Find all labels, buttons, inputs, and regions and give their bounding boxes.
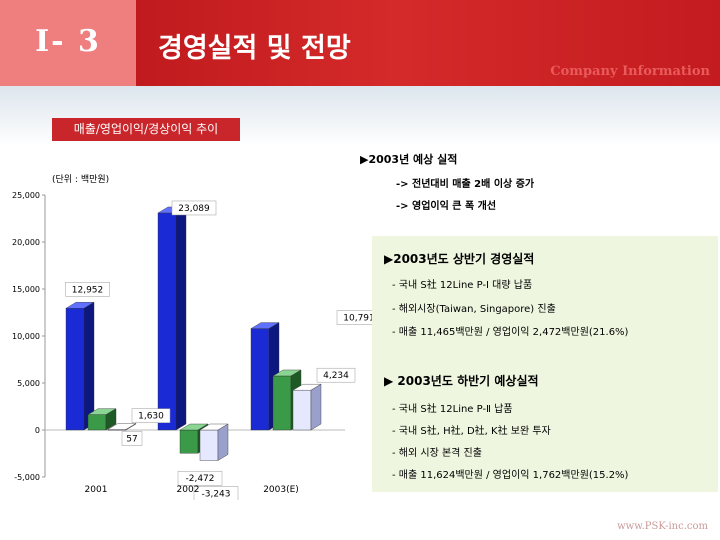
y-tick-label: 25,000 [12,191,40,200]
bar [199,429,219,461]
bar-series [65,206,322,461]
bar-side [217,423,229,461]
data-label: -2,472 [185,474,214,484]
first-half-item: - 매출 11,465백만원 / 영업이익 2,472백만원(21.6%) [392,327,629,338]
bar-side [105,408,117,431]
data-label-box [193,486,239,500]
annual-summary: ▶2003년 예상 실적 -> 전년대비 매출 2배 이상 증가 -> 영업이익… [360,151,700,227]
second-half-item: - 매출 11,624백만원 / 영업이익 1,762백만원(15.2%) [392,470,629,481]
section-number-box: Ⅰ- 3 [0,0,136,86]
bar-side [83,301,95,431]
page-title: 경영실적 및 전망 [158,33,351,64]
data-label-box [131,408,171,423]
y-tick-label: 10,000 [12,332,40,341]
detail-box: ▶2003년도 상반기 경영실적 - 국내 S社 12Line P-Ⅰ 대량 납… [372,236,718,492]
summary-title: ▶2003년 예상 실적 [360,153,458,166]
summary-line: -> 전년대비 매출 2배 이상 증가 [396,179,535,190]
data-label: 23,089 [178,204,210,214]
x-tick-label: 2002 [177,485,200,495]
bar [179,429,199,454]
bar-side [310,383,322,431]
first-half-item: - 국내 S社 12Line P-Ⅰ 대량 납품 [392,280,533,291]
data-label-box [177,470,223,486]
bar [250,328,270,431]
second-half-title: ▶ 2003년도 하반기 예상실적 [384,374,539,388]
data-labels: 12,95223,08910,7911,630-2,4725,74857-3,2… [65,200,372,500]
second-half-item: - 해외 시장 본격 진출 [392,448,482,459]
data-label: 1,630 [138,412,164,422]
bar [292,390,312,431]
data-label: 10,791 [343,314,372,324]
data-label: -3,243 [201,489,230,499]
data-label: 4,234 [323,371,349,381]
data-label-box [121,431,143,446]
x-tick-label: 2001 [85,485,108,495]
x-tick-label: 2003(E) [263,485,299,495]
data-label: 57 [126,434,137,444]
company-watermark: Company Information [550,64,710,79]
first-half-item: - 해외시장(Taiwan, Singapore) 진출 [392,304,556,315]
bar-side [125,423,137,431]
bar [65,308,85,431]
first-half-title: ▶2003년도 상반기 경영실적 [384,252,535,266]
data-label: 12,952 [72,285,104,295]
bar [157,212,177,431]
second-half-item: - 국내 S社 12Line P-Ⅱ 납품 [392,404,513,415]
data-label-box [316,367,356,383]
chart-title-tag: 매출/영업이익/경상이익 추이 [52,118,240,141]
bar [272,375,292,431]
header-bar: Ⅰ- 3 경영실적 및 전망 Company Information [0,0,720,86]
section-number: Ⅰ- 3 [35,24,101,59]
y-tick-label: -5,000 [14,473,40,482]
revenue-profit-chart: (단위 : 백만원) 25,000 20,000 15,000 10,000 5,000… [12,174,372,500]
y-tick-label: 15,000 [12,285,40,294]
bar [87,414,107,431]
y-tick-label: 0 [35,426,40,435]
data-label-box [171,200,217,216]
summary-line: -> 영업이익 큰 폭 개선 [396,201,497,212]
bar-side [175,206,187,431]
data-label-box [65,282,110,297]
x-axis-labels: 2001 2002 2003(E) [85,485,299,495]
unit-label: (단위 : 백만원) [52,174,109,185]
second-half-item: - 국내 S社, H社, D社, K社 보완 투자 [392,426,551,437]
site-url: www.PSK-inc.com [617,521,708,532]
y-tick-label: 20,000 [12,238,40,247]
y-tick-label: 5,000 [17,379,40,388]
data-label-box [336,310,372,325]
